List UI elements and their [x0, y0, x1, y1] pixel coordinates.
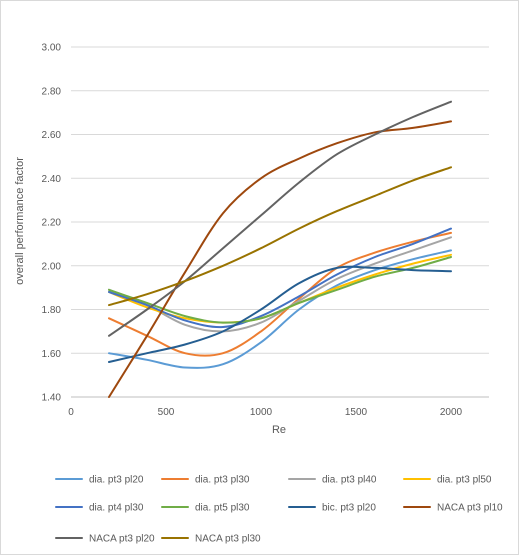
- legend-item: dia. pt3 pl40: [288, 475, 377, 486]
- gridlines: [71, 46, 489, 398]
- legend-label: dia. pt3 pl50: [437, 475, 492, 486]
- x-axis-title: Re: [272, 424, 286, 436]
- series-line: [108, 100, 452, 337]
- x-tick-label: 0: [68, 407, 74, 418]
- x-tick-label: 500: [158, 407, 175, 418]
- y-tick-label: 1.60: [42, 349, 62, 360]
- legend-label: dia. pt4 pl30: [89, 503, 144, 514]
- y-axis-ticks: 1.40 1.60 1.80 2.00 2.20 2.40 2.60 2.80 3.00: [42, 43, 62, 404]
- legend-label: dia. pt3 pl20: [89, 475, 144, 486]
- y-tick-label: 2.40: [42, 174, 62, 185]
- legend-item: dia. pt3 pl30: [161, 475, 250, 486]
- x-tick-label: 2000: [440, 407, 463, 418]
- series-lines: [108, 100, 452, 398]
- legend: dia. pt3 pl20 dia. pt3 pl30 dia. pt3 pl40 d…: [55, 475, 503, 545]
- y-tick-label: 1.40: [42, 393, 62, 404]
- legend-label: dia. pt3 pl30: [195, 475, 250, 486]
- series-line: [108, 227, 452, 329]
- legend-label: NACA pt3 pl10: [437, 503, 503, 514]
- x-axis-ticks: 0 500 1000 1500 2000: [68, 407, 462, 418]
- series-line: [108, 120, 452, 398]
- legend-item: dia. pt3 pl50: [403, 475, 492, 486]
- legend-item: NACA pt3 pl20: [55, 534, 155, 545]
- x-tick-label: 1500: [345, 407, 368, 418]
- legend-item: bic. pt3 pl20: [288, 503, 376, 514]
- y-tick-label: 2.20: [42, 218, 62, 229]
- series-line: [108, 256, 452, 324]
- series-line: [108, 265, 452, 363]
- legend-item: dia. pt3 pl20: [55, 475, 144, 486]
- legend-item: dia. pt4 pl30: [55, 503, 144, 514]
- y-tick-label: 2.60: [42, 130, 62, 141]
- y-tick-label: 3.00: [42, 43, 62, 54]
- legend-label: dia. pt5 pl30: [195, 503, 250, 514]
- legend-label: bic. pt3 pl20: [322, 503, 376, 514]
- y-tick-label: 2.80: [42, 86, 62, 97]
- legend-item: NACA pt3 pl30: [161, 534, 261, 545]
- y-tick-label: 1.80: [42, 305, 62, 316]
- x-tick-label: 1000: [250, 407, 273, 418]
- legend-label: NACA pt3 pl30: [195, 534, 261, 545]
- legend-label: NACA pt3 pl20: [89, 534, 155, 545]
- series-line: [108, 236, 452, 333]
- y-tick-label: 2.00: [42, 261, 62, 272]
- y-axis-title: overall performance factor: [14, 157, 26, 285]
- legend-item: NACA pt3 pl10: [403, 503, 503, 514]
- legend-item: dia. pt5 pl30: [161, 503, 250, 514]
- series-line: [108, 166, 452, 307]
- series-line: [108, 249, 452, 369]
- series-line: [108, 231, 452, 357]
- legend-label: dia. pt3 pl40: [322, 475, 377, 486]
